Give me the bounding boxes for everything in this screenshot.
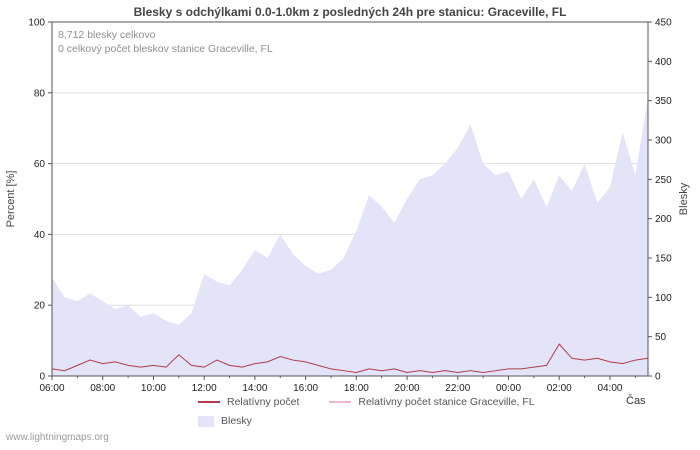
svg-text:100: 100 xyxy=(28,18,45,29)
svg-text:Percent [%]: Percent [%] xyxy=(5,171,17,228)
svg-text:0: 0 xyxy=(655,372,661,383)
chart-legend: Relatívny počet Relatívny počet stanice … xyxy=(198,396,565,434)
legend-swatch-strikes-icon xyxy=(198,415,214,427)
svg-text:04:00: 04:00 xyxy=(597,383,622,394)
legend-swatch-station-relative-count-icon xyxy=(329,401,352,403)
svg-text:250: 250 xyxy=(655,175,672,186)
svg-text:400: 400 xyxy=(655,57,672,68)
svg-text:450: 450 xyxy=(655,18,672,29)
legend-row-lines: Relatívny počet Relatívny počet stanice … xyxy=(198,396,565,408)
x-axis-label: Čas xyxy=(626,395,646,407)
legend-item-strikes: Blesky xyxy=(198,415,252,427)
legend-label-station-relative-count: Relatívny počet stanice Graceville, FL xyxy=(358,396,535,408)
svg-text:150: 150 xyxy=(655,254,672,265)
legend-label-strikes: Blesky xyxy=(221,415,252,427)
svg-text:16:00: 16:00 xyxy=(293,383,318,394)
watermark-url: www.lightningmaps.org xyxy=(6,432,109,443)
svg-text:100: 100 xyxy=(655,293,672,304)
annotation-station-strikes: 0 celkový počet bleskov stanice Gracevil… xyxy=(58,43,273,55)
legend-label-relative-count: Relatívny počet xyxy=(227,396,300,408)
svg-text:0: 0 xyxy=(39,372,45,383)
chart-title: Blesky s odchýlkami 0.0-1.0km z posledný… xyxy=(133,5,567,19)
svg-text:12:00: 12:00 xyxy=(192,383,217,394)
svg-text:20: 20 xyxy=(34,301,46,312)
svg-text:00:00: 00:00 xyxy=(496,383,521,394)
svg-text:14:00: 14:00 xyxy=(242,383,267,394)
svg-text:350: 350 xyxy=(655,96,672,107)
svg-text:10:00: 10:00 xyxy=(141,383,166,394)
svg-text:50: 50 xyxy=(655,332,667,343)
legend-item-relative-count: Relatívny počet xyxy=(198,396,299,408)
legend-row-area: Blesky xyxy=(198,415,565,427)
svg-text:40: 40 xyxy=(34,230,46,241)
legend-item-station-relative-count: Relatívny počet stanice Graceville, FL xyxy=(329,396,535,408)
svg-text:300: 300 xyxy=(655,136,672,147)
svg-text:Blesky: Blesky xyxy=(678,182,690,215)
svg-text:08:00: 08:00 xyxy=(90,383,115,394)
svg-text:60: 60 xyxy=(34,159,46,170)
svg-text:02:00: 02:00 xyxy=(547,383,572,394)
chart-plot: 0 20 40 60 80 100 0 50 100 150 200 250 300 350 400 450 0… xyxy=(5,18,690,395)
annotation-total-strikes: 8,712 blesky celkovo xyxy=(58,29,156,41)
svg-text:80: 80 xyxy=(34,88,46,99)
svg-text:18:00: 18:00 xyxy=(344,383,369,394)
svg-text:22:00: 22:00 xyxy=(445,383,470,394)
svg-text:200: 200 xyxy=(655,214,672,225)
legend-swatch-relative-count-icon xyxy=(198,401,220,403)
svg-text:06:00: 06:00 xyxy=(39,383,64,394)
svg-text:20:00: 20:00 xyxy=(395,383,420,394)
